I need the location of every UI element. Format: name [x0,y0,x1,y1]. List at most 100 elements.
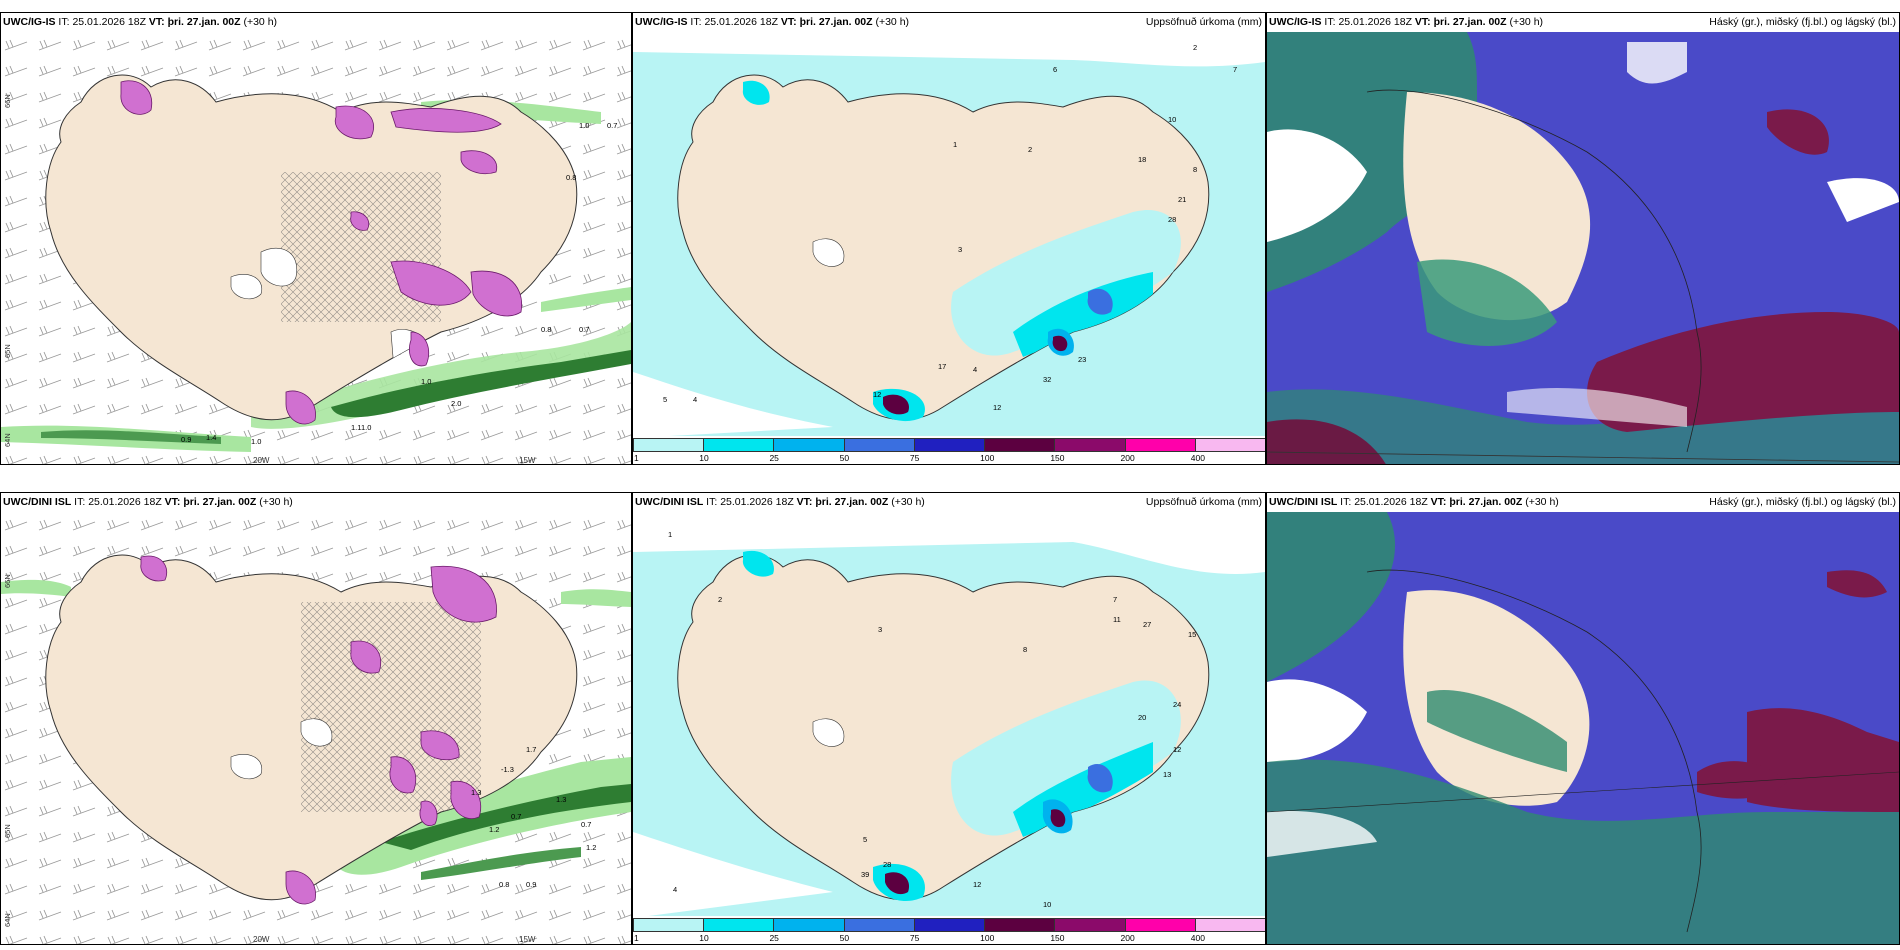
panel-header: UWC/IG-IS IT: 25.01.2026 18Z VT: þri. 27… [1,13,631,32]
colorbar-label: 10 [699,453,709,463]
colorbar-swatch [633,918,705,932]
colorbar-swatch [843,918,915,932]
lead-time: (+30 h) [259,496,293,508]
svg-text:6: 6 [1053,65,1057,74]
colorbar-label: 1 [634,933,639,943]
lead-time: (+30 h) [1525,496,1559,508]
svg-text:28: 28 [883,860,891,869]
precip-colorbar: 1 10 25 50 75 100 150 200 400 [633,916,1265,944]
colorbar-swatch [1194,918,1265,932]
panel-header: UWC/DINI ISL IT: 25.01.2026 18Z VT: þri.… [1267,493,1899,512]
colorbar-swatch [633,438,705,452]
colorbar-swatch [703,918,775,932]
field-title: Háský (gr.), miðský (fj.bl.) og lágský (… [1709,16,1896,28]
svg-text:2: 2 [1028,145,1032,154]
colorbar-label: 150 [1050,453,1065,463]
svg-text:5: 5 [663,395,667,404]
precip-map: 1 2 3 4 5 7 8 11 12 15 24 27 28 39 20 12… [633,512,1265,918]
colorbar-swatch [1054,918,1126,932]
map-panel-precip-dini: UWC/DINI ISL IT: 25.01.2026 18Z VT: þri.… [632,492,1266,945]
colorbar-label: 75 [909,933,920,943]
svg-text:7: 7 [1233,65,1237,74]
svg-text:4: 4 [673,885,677,894]
svg-text:1.2: 1.2 [586,843,596,852]
cloud-map [1267,32,1899,464]
svg-text:17: 17 [938,362,946,371]
colorbar-swatch [913,918,986,932]
svg-text:1: 1 [953,140,957,149]
svg-text:10: 10 [1168,115,1176,124]
svg-text:11: 11 [1113,615,1121,624]
svg-text:12: 12 [973,880,981,889]
svg-text:1.3: 1.3 [556,795,566,804]
colorbar-swatch [843,438,915,452]
colorbar-swatch [1054,438,1126,452]
colorbar-label: 50 [839,453,850,463]
field-title: Uppsöfnuð úrkoma (mm) [1145,496,1262,508]
svg-text:12: 12 [993,403,1001,412]
lat-tick: 66N [3,574,12,588]
map-panel-clouds-dini: UWC/DINI ISL IT: 25.01.2026 18Z VT: þri.… [1266,492,1900,945]
lat-tick: 64N [3,913,12,927]
svg-text:27: 27 [1143,620,1151,629]
svg-text:1.2: 1.2 [489,825,499,834]
colorbar-swatch [1124,438,1196,452]
lon-tick: 15W [519,456,536,465]
svg-text:7: 7 [1113,595,1117,604]
model-name: UWC/DINI ISL [1269,496,1338,508]
colorbar-label: 150 [1050,933,1065,943]
lead-time: (+30 h) [891,496,925,508]
init-time: 25.01.2026 18Z [1354,496,1428,508]
init-time: 25.01.2026 18Z [88,496,162,508]
svg-text:0.9: 0.9 [526,880,536,889]
snow-value: 1.0 [361,423,371,432]
svg-text:1.7: 1.7 [526,745,536,754]
map-panel-precip-igis: UWC/IG-IS IT: 25.01.2026 18Z VT: þri. 27… [632,12,1266,465]
colorbar-swatch [984,438,1056,452]
lead-time: (+30 h) [1509,16,1544,28]
lat-tick: 64N [3,433,12,447]
valid-time: þri. 27.jan. 00Z [183,496,257,508]
cloud-map [1267,512,1899,944]
valid-time: þri. 27.jan. 00Z [1433,16,1507,28]
svg-text:4: 4 [693,395,697,404]
svg-text:18: 18 [1138,155,1146,164]
valid-time: þri. 27.jan. 00Z [815,496,889,508]
svg-text:1: 1 [668,530,672,539]
svg-text:0.8: 0.8 [499,880,509,889]
panel-header: UWC/IG-IS IT: 25.01.2026 18Z VT: þri. 27… [633,13,1265,32]
valid-time: þri. 27.jan. 00Z [1449,496,1523,508]
colorbar-label: 10 [699,933,709,943]
svg-text:5: 5 [863,835,867,844]
model-name: UWC/IG-IS [1269,16,1322,28]
snow-value: 1.0 [251,437,261,446]
lat-tick: 66N [3,94,12,108]
snow-value: 1.1 [351,423,361,432]
snow-value: 0.8 [566,173,576,182]
snow-value: 0.8 [541,325,551,334]
panel-header: UWC/DINI ISL IT: 25.01.2026 18Z VT: þri.… [1,493,631,512]
svg-text:39: 39 [861,870,869,879]
svg-text:28: 28 [1168,215,1176,224]
map-panel-snow-igis: UWC/IG-IS IT: 25.01.2026 18Z VT: þri. 27… [0,12,632,465]
colorbar-swatch [703,438,775,452]
svg-text:0.7: 0.7 [581,820,591,829]
colorbar-label: 200 [1120,453,1135,463]
colorbar-label: 75 [909,453,920,463]
svg-text:8: 8 [1023,645,1027,654]
svg-text:32: 32 [1043,375,1051,384]
colorbar-label: 50 [839,933,850,943]
svg-text:2: 2 [1193,43,1197,52]
panel-header: UWC/DINI ISL IT: 25.01.2026 18Z VT: þri.… [633,493,1265,512]
snow-map: 0.9 1.4 1.0 1.0 2.0 0.8 0.7 1.0 0.7 0.8 … [1,32,631,464]
svg-text:15: 15 [1188,630,1196,639]
colorbar-label: 100 [980,933,995,943]
svg-text:10: 10 [1043,900,1051,909]
snow-value: 0.7 [579,325,589,334]
snow-value: 1.0 [421,377,431,386]
lead-time: (+30 h) [875,16,910,28]
valid-time: þri. 27.jan. 00Z [167,16,241,28]
svg-text:0.7: 0.7 [511,812,521,821]
svg-text:-1.3: -1.3 [501,765,514,774]
field-title: Háský (gr.), miðský (fj.bl.) og lágský (… [1709,496,1896,508]
